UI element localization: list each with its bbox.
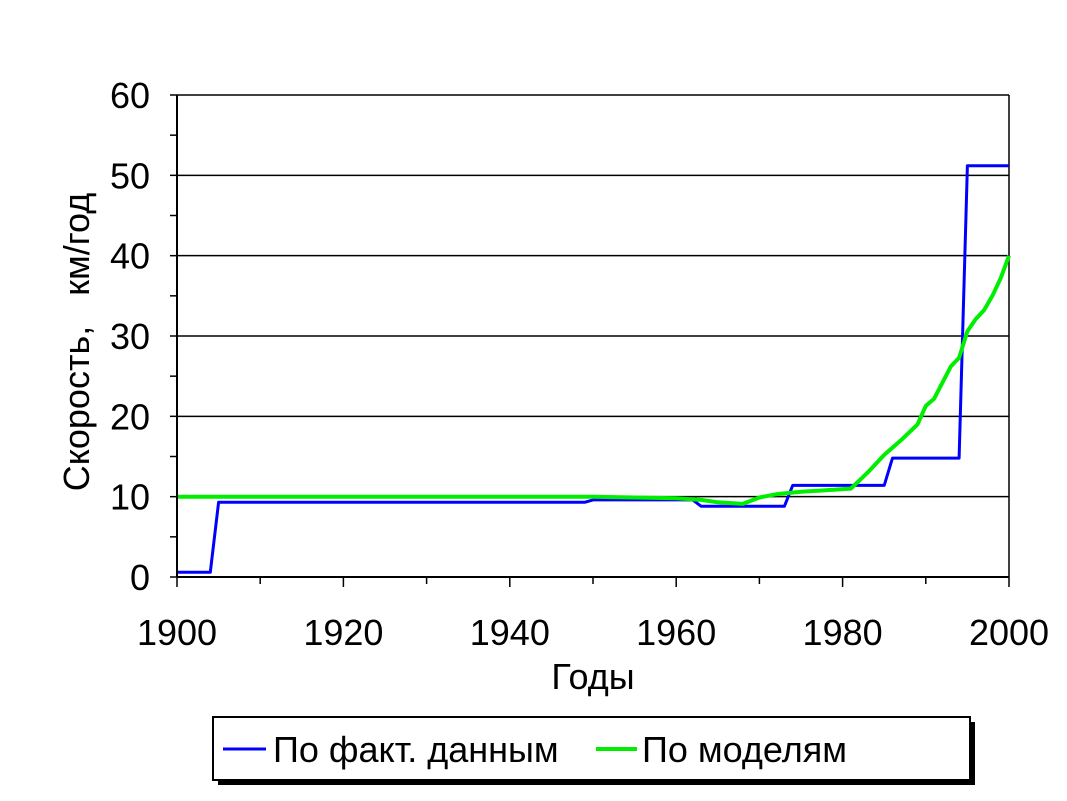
tick-labels: 0 10 20 30 40 50 60 1900 1920 1940 1960 1980 2000 bbox=[110, 75, 1049, 653]
y-tick-label: 30 bbox=[110, 316, 150, 357]
legend-label-1: По факт. данным bbox=[273, 729, 559, 770]
x-tick-label: 1940 bbox=[470, 612, 550, 653]
x-tick-label: 1900 bbox=[137, 612, 217, 653]
x-tick-label: 2000 bbox=[969, 612, 1049, 653]
legend-box bbox=[212, 716, 971, 781]
y-tick-label: 40 bbox=[110, 236, 150, 277]
y-axis-title: Скорость, км/год bbox=[56, 193, 97, 492]
y-tick-label: 0 bbox=[130, 557, 150, 598]
y-tick-label: 50 bbox=[110, 155, 150, 196]
legend: По факт. данным По моделям bbox=[212, 716, 975, 785]
y-tick-label: 60 bbox=[110, 75, 150, 116]
series-line-2 bbox=[177, 255, 1011, 506]
axes bbox=[170, 94, 1010, 587]
x-axis-title: Годы bbox=[551, 656, 634, 697]
x-tick-label: 1980 bbox=[803, 612, 883, 653]
x-tick-label: 1920 bbox=[303, 612, 383, 653]
series-line-1 bbox=[177, 164, 1009, 574]
legend-label-2: По моделям bbox=[642, 729, 847, 770]
x-tick-label: 1960 bbox=[636, 612, 716, 653]
gridlines bbox=[177, 94, 1010, 577]
y-tick-label: 20 bbox=[110, 396, 150, 437]
series-lines bbox=[177, 164, 1011, 574]
y-tick-label: 10 bbox=[110, 477, 150, 518]
